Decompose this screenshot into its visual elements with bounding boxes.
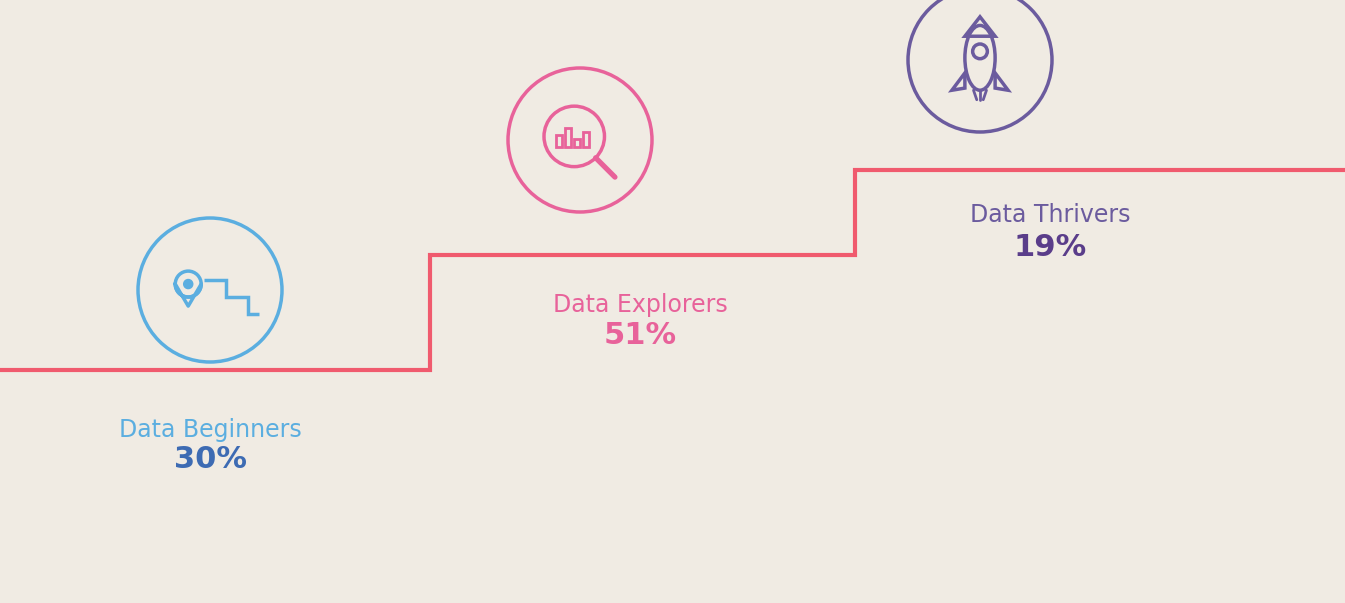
Bar — [584, 132, 589, 147]
Text: Data Explorers: Data Explorers — [553, 293, 728, 317]
Text: 51%: 51% — [604, 321, 677, 350]
Bar — [555, 134, 562, 147]
Bar — [565, 128, 572, 147]
Bar — [574, 139, 580, 147]
Text: Data Beginners: Data Beginners — [118, 418, 301, 442]
Text: Data Thrivers: Data Thrivers — [970, 203, 1130, 227]
Text: 30%: 30% — [174, 446, 246, 475]
Text: 19%: 19% — [1013, 233, 1087, 262]
Circle shape — [184, 280, 192, 289]
